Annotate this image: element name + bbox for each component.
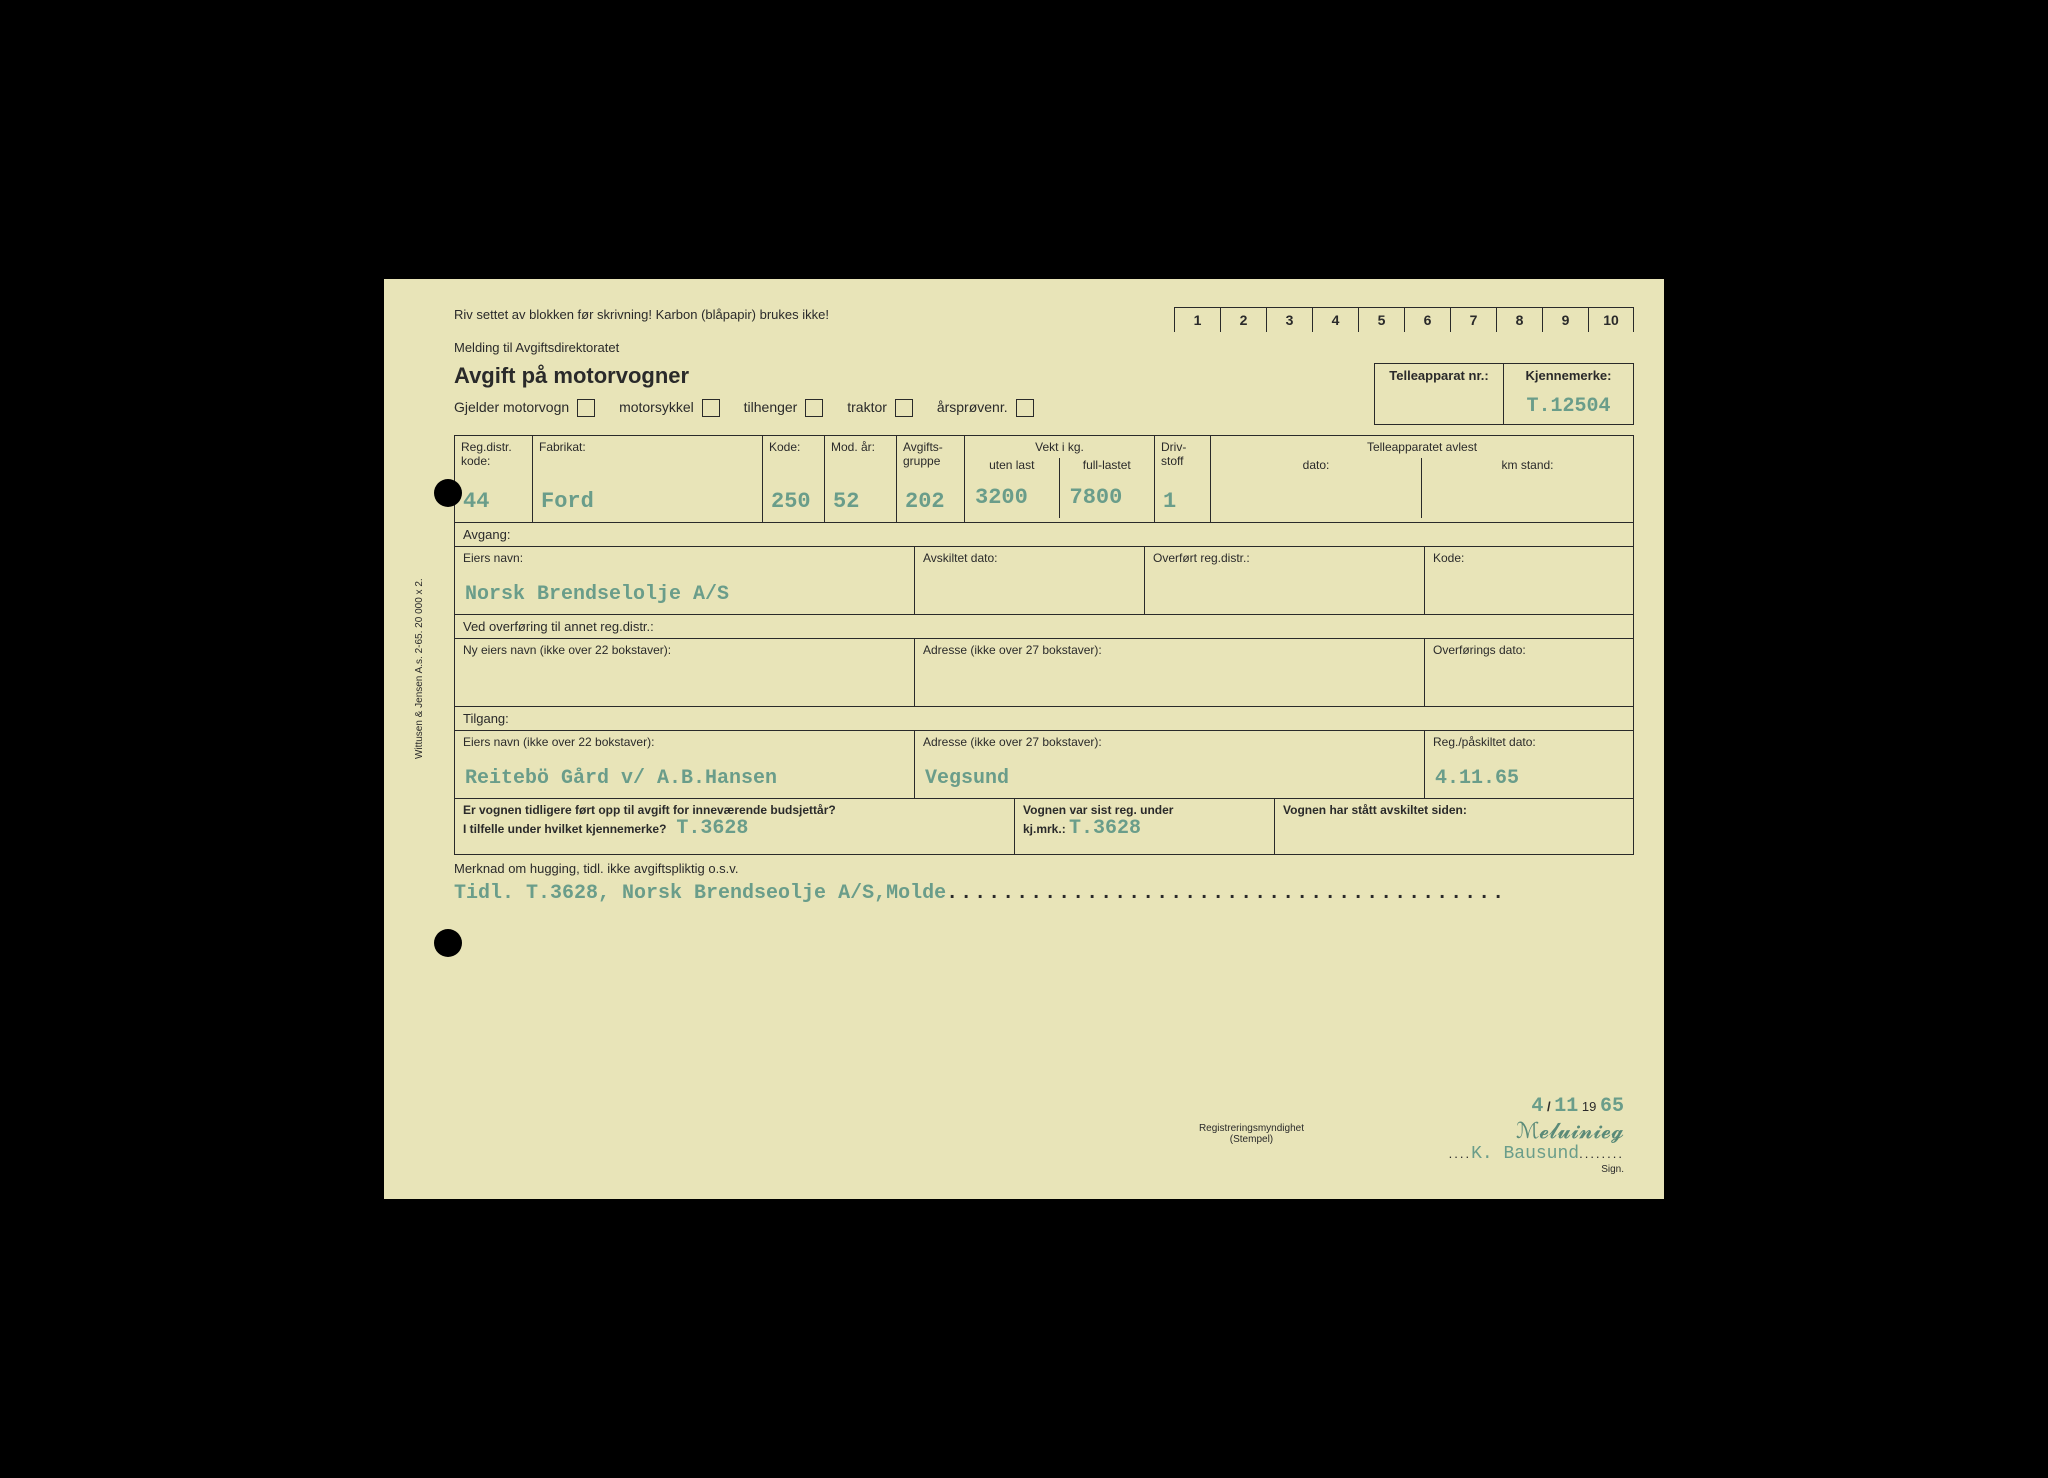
telleapparat-label: Telleapparat nr.:: [1389, 368, 1488, 383]
eier-row: Eiers navn: Norsk Brendselolje A/S Avskil…: [454, 547, 1634, 615]
kjennemerke-value: T.12504: [1504, 395, 1633, 418]
form-title: Avgift på motorvogner: [454, 363, 1374, 389]
modar-label: Mod. år:: [831, 440, 890, 454]
full-value: 7800: [1070, 485, 1123, 510]
tilgang-section: Tilgang:: [454, 707, 1634, 731]
top-row: Riv settet av blokken før skrivning! Kar…: [454, 307, 1634, 332]
eierkode-label: Kode:: [1433, 551, 1464, 565]
kjennemerke-label: Kjennemerke:: [1526, 368, 1612, 383]
avskiltet-label: Avskiltet dato:: [923, 551, 997, 565]
tilg-navn-label: Eiers navn (ikke over 22 bokstaver):: [463, 735, 654, 749]
checkbox-tilhenger[interactable]: [805, 399, 823, 417]
opt-tilhenger: tilhenger: [744, 399, 798, 415]
kode-label: Kode:: [769, 440, 818, 454]
eiernavn-value: Norsk Brendselolje A/S: [465, 583, 729, 606]
checkbox-motorsykkel[interactable]: [702, 399, 720, 417]
q1a: Er vognen tidligere ført opp til avgift …: [463, 803, 1006, 817]
instruction-text: Riv settet av blokken før skrivning! Kar…: [454, 307, 829, 322]
opt-arsprove: årsprøvenr.: [937, 399, 1008, 415]
opt-motorvogn: Gjelder motorvogn: [454, 399, 569, 415]
q2-value: T.3628: [1069, 817, 1141, 840]
number-strip: 1 2 3 4 5 6 7 8 9 10: [1174, 307, 1634, 332]
tilg-navn-value: Reitebö Gård v/ A.B.Hansen: [465, 767, 777, 790]
signature-script: ℳ𝓮𝓵𝓾𝓲𝓷𝓲𝓮𝓰: [1449, 1118, 1624, 1144]
sign-label: Sign.: [1449, 1164, 1624, 1175]
date-year: 65: [1600, 1095, 1624, 1118]
opt-motorsykkel: motorsykkel: [619, 399, 694, 415]
num-5: 5: [1358, 308, 1404, 332]
main-table: Reg.distr. kode: 44 Fabrikat: Ford Kode: 25…: [454, 435, 1634, 523]
eiernavn-label: Eiers navn:: [463, 551, 523, 565]
dotted-line: ........................................: [946, 882, 1506, 905]
tilg-reg-label: Reg./påskiltet dato:: [1433, 735, 1536, 749]
question-row: Er vognen tidligere ført opp til avgift …: [454, 799, 1634, 855]
vedoverforing-section: Ved overføring til annet reg.distr.:: [454, 615, 1634, 639]
regauth-1: Registreringsmyndighet: [1199, 1123, 1304, 1134]
regdistr-value: 44: [463, 489, 489, 514]
num-9: 9: [1542, 308, 1588, 332]
sign-name: K. Bausund: [1471, 1144, 1579, 1164]
tilg-reg-value: 4.11.65: [1435, 767, 1519, 790]
q3-label: Vognen har stått avskiltet siden:: [1283, 803, 1467, 817]
kjennemerke-box: Kjennemerke: T.12504: [1504, 363, 1634, 425]
checkbox-arsprove[interactable]: [1016, 399, 1034, 417]
kode-value: 250: [771, 489, 811, 514]
nyeier-adr-label: Adresse (ikke over 27 bokstaver):: [923, 643, 1102, 657]
avg-label: Avgifts-gruppe: [903, 440, 958, 468]
num-1: 1: [1174, 308, 1220, 332]
vekt-header: Vekt i kg.: [965, 436, 1154, 458]
uten-label: uten last: [971, 458, 1053, 472]
form-page: Wittusen & Jensen A.s. 2-65. 20 000 x 2.…: [384, 279, 1664, 1199]
num-4: 4: [1312, 308, 1358, 332]
num-3: 3: [1266, 308, 1312, 332]
num-8: 8: [1496, 308, 1542, 332]
overfort-label: Overført reg.distr.:: [1153, 551, 1250, 565]
q1-value: T.3628: [676, 817, 748, 840]
num-2: 2: [1220, 308, 1266, 332]
full-label: full-lastet: [1066, 458, 1149, 472]
date-day: 4: [1531, 1095, 1543, 1118]
telle-header: Telleapparatet avlest: [1211, 436, 1633, 458]
regdistr-label: Reg.distr. kode:: [461, 440, 526, 468]
opt-traktor: traktor: [847, 399, 887, 415]
modar-value: 52: [833, 489, 859, 514]
subtitle: Melding til Avgiftsdirektoratet: [454, 340, 1634, 355]
merknad-value: Tidl. T.3628, Norsk Brendseolje A/S,Mold…: [454, 882, 946, 905]
tilg-adr-label: Adresse (ikke over 27 bokstaver):: [923, 735, 1102, 749]
date-year-prefix: 19: [1582, 1099, 1596, 1114]
vehicle-row: Gjelder motorvogn motorsykkel tilhenger …: [454, 399, 1374, 417]
num-7: 7: [1450, 308, 1496, 332]
q1b: I tilfelle under hvilket kjennemerke?: [463, 822, 666, 836]
nyeier-navn-label: Ny eiers navn (ikke over 22 bokstaver):: [463, 643, 671, 657]
regauth-block: Registreringsmyndighet (Stempel): [1199, 1123, 1304, 1145]
num-10: 10: [1588, 308, 1634, 332]
printer-mark: Wittusen & Jensen A.s. 2-65. 20 000 x 2.: [414, 578, 425, 759]
checkbox-traktor[interactable]: [895, 399, 913, 417]
uten-value: 3200: [975, 485, 1028, 510]
checkbox-motorvogn[interactable]: [577, 399, 595, 417]
driv-value: 1: [1163, 489, 1176, 514]
driv-label: Driv-stoff: [1161, 440, 1204, 468]
nyeier-ovf-label: Overførings dato:: [1433, 643, 1526, 657]
avg-value: 202: [905, 489, 945, 514]
merknad-label: Merknad om hugging, tidl. ikke avgiftspl…: [454, 861, 1634, 876]
nyeier-row: Ny eiers navn (ikke over 22 bokstaver): …: [454, 639, 1634, 707]
signature-area: 4 / 11 19 65 ℳ𝓮𝓵𝓾𝓲𝓷𝓲𝓮𝓰 ....K. Bausund...…: [1449, 1095, 1624, 1175]
tilgang-row: Eiers navn (ikke over 22 bokstaver): Reit…: [454, 731, 1634, 799]
num-6: 6: [1404, 308, 1450, 332]
dato-label: dato:: [1217, 458, 1415, 472]
punch-hole-bottom: [434, 929, 462, 957]
fabrikat-value: Ford: [541, 489, 594, 514]
fabrikat-label: Fabrikat:: [539, 440, 756, 454]
telleapparat-box: Telleapparat nr.:: [1374, 363, 1504, 425]
date-month: 11: [1554, 1095, 1578, 1118]
tilg-adr-value: Vegsund: [925, 767, 1009, 790]
title-bar: Avgift på motorvogner Gjelder motorvogn …: [454, 363, 1634, 425]
km-label: km stand:: [1428, 458, 1627, 472]
regauth-2: (Stempel): [1199, 1134, 1304, 1145]
avgang-section: Avgang:: [454, 523, 1634, 547]
